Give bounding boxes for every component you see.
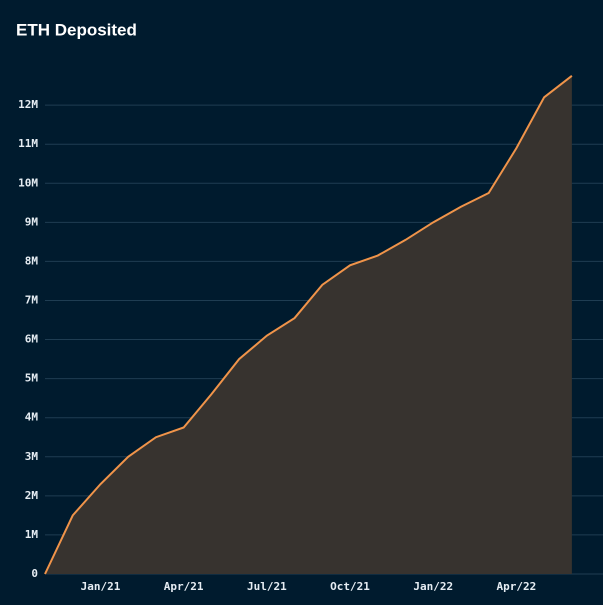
y-tick-label: 10M <box>18 176 38 189</box>
x-tick-label: Apr/22 <box>497 580 537 593</box>
y-tick-label: 12M <box>18 98 38 111</box>
x-tick-label: Jul/21 <box>247 580 287 593</box>
line <box>44 75 573 575</box>
x-tick-label: Jan/21 <box>81 580 121 593</box>
y-tick-label: 8M <box>25 254 39 267</box>
y-tick-label: 2M <box>25 489 39 502</box>
y-tick-label: 6M <box>25 333 39 346</box>
area <box>45 75 572 575</box>
y-tick-label: 7M <box>25 293 39 306</box>
y-tick-label: 1M <box>25 528 39 541</box>
y-tick-label: 4M <box>25 411 39 424</box>
chart-title: ETH Deposited <box>16 20 137 39</box>
y-tick-label: 9M <box>25 215 39 228</box>
y-tick-label: 0 <box>31 567 38 580</box>
y-tick-label: 5M <box>25 372 39 385</box>
x-tick-label: Jan/22 <box>413 580 453 593</box>
x-tick-label: Oct/21 <box>330 580 370 593</box>
y-tick-label: 11M <box>18 137 38 150</box>
x-tick-label: Apr/21 <box>164 580 204 593</box>
y-tick-label: 3M <box>25 450 39 463</box>
